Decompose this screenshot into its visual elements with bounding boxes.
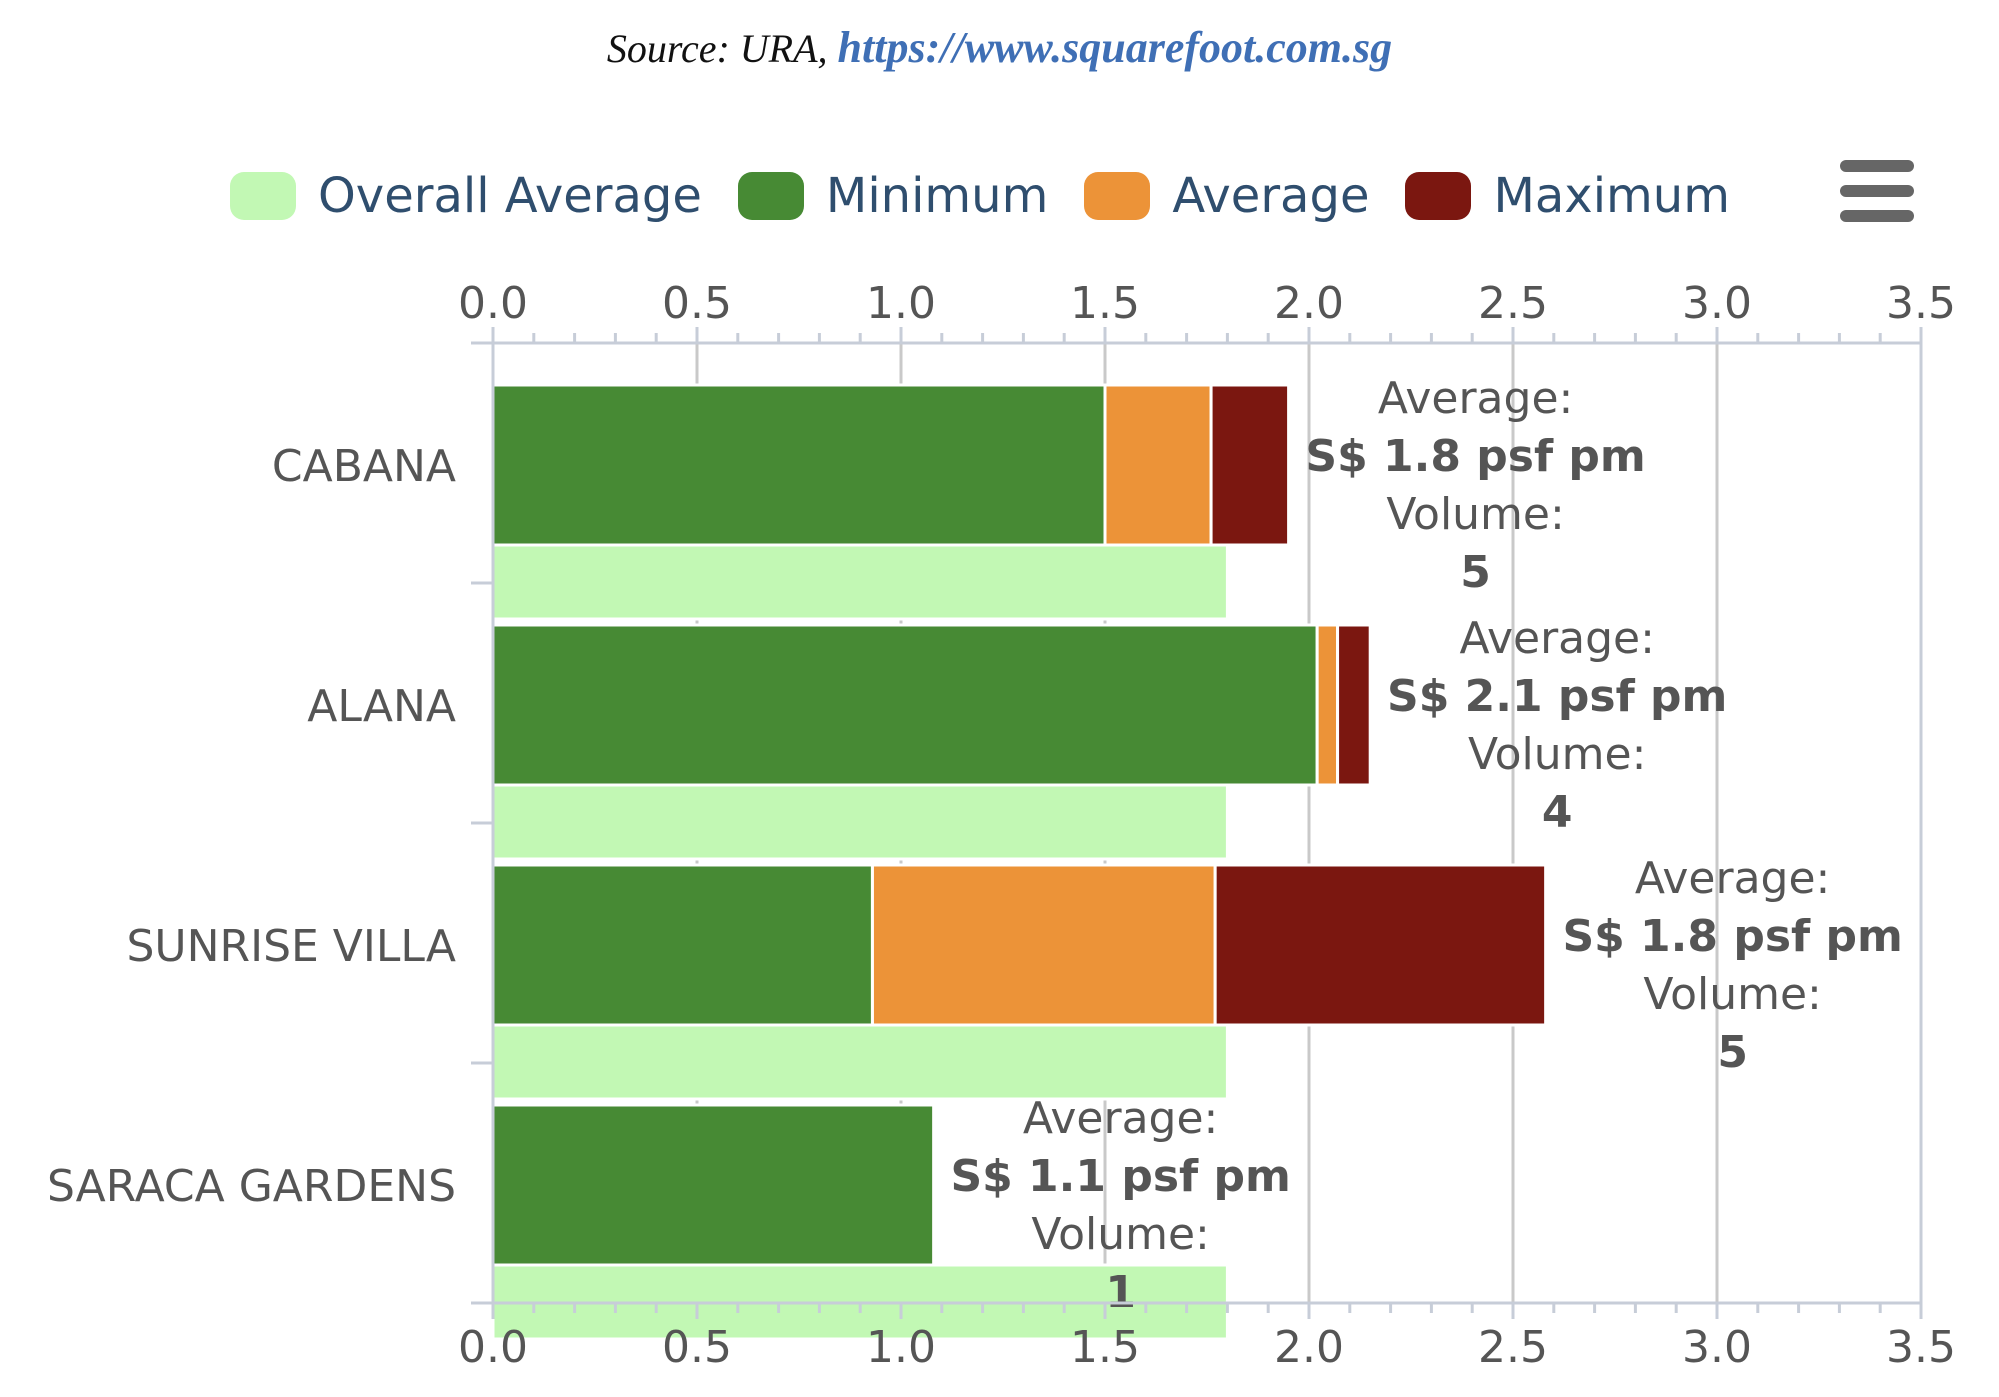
data-label-average-value: S$ 1.1 psf pm bbox=[950, 1151, 1290, 1202]
x-tick-label-bottom: 3.0 bbox=[1682, 1322, 1752, 1373]
x-tick-label-top: 3.5 bbox=[1886, 278, 1956, 329]
x-tick-label-bottom: 1.0 bbox=[866, 1322, 936, 1373]
x-tick-label-top: 0.5 bbox=[662, 278, 732, 329]
legend-swatch-overall-average bbox=[230, 172, 296, 220]
legend-item-maximum[interactable]: Maximum bbox=[1405, 168, 1730, 224]
data-label-average-value: S$ 1.8 psf pm bbox=[1562, 911, 1902, 962]
x-tick-label-top: 1.0 bbox=[866, 278, 936, 329]
legend-swatch-average bbox=[1084, 172, 1151, 220]
bar-average bbox=[1103, 383, 1213, 547]
category-label: SUNRISE VILLA bbox=[126, 921, 456, 972]
chart-legend: Overall Average Minimum Average Maximum bbox=[230, 160, 1766, 232]
x-tick-label-bottom: 0.5 bbox=[662, 1322, 732, 1373]
data-label-volume-title: Volume: bbox=[1643, 969, 1821, 1020]
x-tick-label-top: 0.0 bbox=[458, 278, 528, 329]
data-label-average-title: Average: bbox=[1023, 1093, 1219, 1144]
bar-average bbox=[1315, 623, 1340, 787]
data-label-volume-title: Volume: bbox=[1386, 489, 1564, 540]
source-link[interactable]: https://www.squarefoot.com.sg bbox=[837, 23, 1393, 72]
bar-overall-average bbox=[491, 1023, 1229, 1101]
legend-swatch-minimum bbox=[737, 172, 804, 220]
data-label-average-value: S$ 1.8 psf pm bbox=[1305, 431, 1645, 482]
legend-label-maximum: Maximum bbox=[1493, 168, 1730, 224]
category-label: SARACA GARDENS bbox=[47, 1161, 456, 1212]
bar-minimum bbox=[491, 863, 874, 1027]
bar-overall-average bbox=[491, 783, 1229, 861]
x-tick-label-bottom: 2.5 bbox=[1478, 1322, 1548, 1373]
legend-item-minimum[interactable]: Minimum bbox=[737, 168, 1049, 224]
data-label-volume-value: 5 bbox=[1717, 1027, 1748, 1078]
x-tick-label-bottom: 3.5 bbox=[1886, 1322, 1956, 1373]
x-tick-label-bottom: 2.0 bbox=[1274, 1322, 1344, 1373]
x-tick-label-top: 1.5 bbox=[1070, 278, 1140, 329]
bar-maximum bbox=[1213, 863, 1548, 1027]
data-label-volume-value: 1 bbox=[1105, 1267, 1136, 1318]
bar-average bbox=[870, 863, 1217, 1027]
legend-item-average[interactable]: Average bbox=[1084, 168, 1369, 224]
bar-overall-average bbox=[491, 543, 1229, 621]
x-tick-label-top: 2.5 bbox=[1478, 278, 1548, 329]
source-prefix: Source: URA, bbox=[606, 26, 838, 71]
bar-minimum bbox=[491, 383, 1107, 547]
data-label-volume-title: Volume: bbox=[1468, 729, 1646, 780]
category-label: ALANA bbox=[307, 681, 456, 732]
bar-maximum bbox=[1209, 383, 1291, 547]
source-line: Source: URA, https://www.squarefoot.com.… bbox=[0, 22, 1999, 73]
bar-minimum bbox=[491, 623, 1319, 787]
data-label-volume-value: 4 bbox=[1542, 787, 1573, 838]
legend-swatch-maximum bbox=[1405, 172, 1472, 220]
legend-label-overall-average: Overall Average bbox=[318, 168, 702, 224]
data-label-average-title: Average: bbox=[1459, 613, 1655, 664]
data-label-volume-title: Volume: bbox=[1031, 1209, 1209, 1260]
x-tick-label-bottom: 1.5 bbox=[1070, 1322, 1140, 1373]
bar-maximum bbox=[1336, 623, 1372, 787]
legend-label-minimum: Minimum bbox=[825, 168, 1049, 224]
legend-item-overall-average[interactable]: Overall Average bbox=[230, 168, 702, 224]
category-label: CABANA bbox=[272, 441, 456, 492]
data-label-volume-value: 5 bbox=[1460, 547, 1491, 598]
bar-minimum bbox=[491, 1103, 936, 1267]
data-label-average-title: Average: bbox=[1378, 373, 1574, 424]
data-label-average-title: Average: bbox=[1635, 853, 1831, 904]
x-tick-label-bottom: 0.0 bbox=[458, 1322, 528, 1373]
hamburger-menu-icon[interactable] bbox=[1840, 160, 1914, 222]
legend-label-average: Average bbox=[1172, 168, 1370, 224]
x-tick-label-top: 2.0 bbox=[1274, 278, 1344, 329]
x-tick-label-top: 3.0 bbox=[1682, 278, 1752, 329]
data-label-average-value: S$ 2.1 psf pm bbox=[1387, 671, 1727, 722]
